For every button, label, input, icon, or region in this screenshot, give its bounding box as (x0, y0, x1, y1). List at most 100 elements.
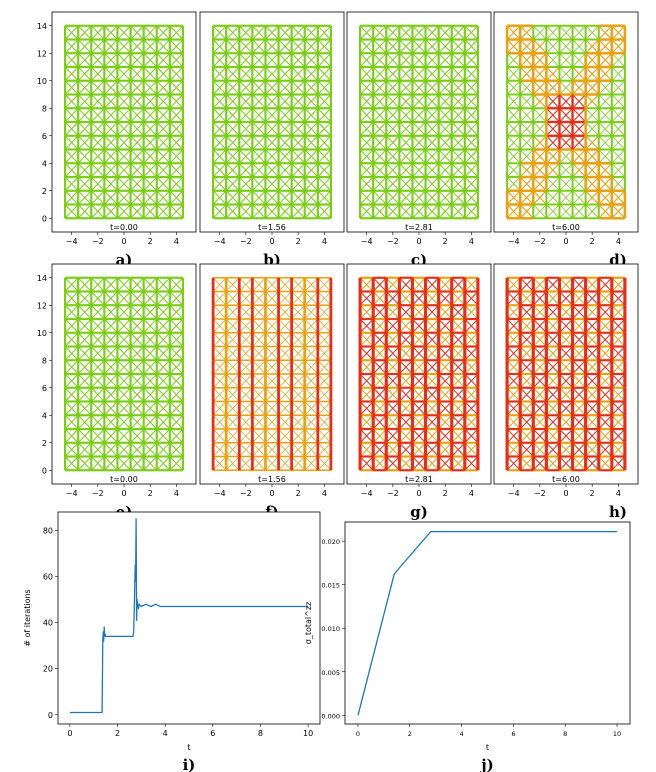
strut-diagonal (304, 387, 319, 402)
strut-diagonal (532, 39, 547, 54)
strut-diagonal (559, 94, 573, 109)
strut-diagonal (532, 401, 547, 416)
strut-diagonal (399, 401, 413, 416)
strut-diagonal (438, 204, 453, 219)
strut-diagonal (278, 162, 292, 178)
strut-diagonal (506, 387, 521, 402)
strut-diagonal (90, 428, 105, 444)
strut-diagonal (77, 80, 92, 95)
x-tick-label: −2 (387, 237, 399, 246)
strut-diagonal (532, 346, 547, 361)
strut-diagonal (399, 121, 413, 137)
strut-diagonal (572, 428, 586, 444)
strut-diagonal (278, 176, 292, 192)
strut-diagonal (265, 94, 279, 109)
strut-diagonal (598, 107, 613, 123)
strut-diagonal (385, 359, 400, 375)
strut-diagonal (519, 456, 534, 471)
strut-diagonal (438, 304, 453, 320)
strut-diagonal (585, 387, 600, 402)
strut-diagonal (304, 176, 319, 192)
strut-diagonal (278, 52, 292, 68)
strut-diagonal (572, 373, 586, 389)
strut-diagonal (611, 373, 626, 389)
strut-diagonal (265, 401, 279, 416)
strut-diagonal (238, 190, 253, 205)
strut-diagonal (372, 190, 387, 205)
time-label: t=0.00 (110, 475, 138, 484)
x-tick-label: 4 (616, 489, 621, 498)
x-tick-label: 0 (416, 489, 421, 498)
strut-diagonal (169, 456, 184, 471)
y-tick-label: 0.020 (321, 538, 340, 546)
strut-diagonal (506, 52, 521, 68)
strut-diagonal (278, 428, 292, 444)
strut-diagonal (317, 373, 332, 389)
lattice-struts (358, 24, 480, 220)
strut-diagonal (585, 414, 600, 430)
strut-diagonal (611, 442, 626, 457)
strut-diagonal (156, 52, 171, 68)
strut-diagonal (104, 66, 118, 82)
strut-diagonal (130, 442, 144, 457)
y-tick-label: 8 (42, 356, 47, 365)
strut-diagonal (104, 25, 118, 40)
strut-diagonal (304, 456, 319, 471)
strut-diagonal (117, 442, 131, 457)
strut-diagonal (225, 332, 240, 347)
strut-diagonal (464, 204, 479, 219)
strut-diagonal (169, 387, 184, 402)
strut-diagonal (412, 346, 426, 361)
strut-diagonal (304, 121, 319, 137)
strut-diagonal (425, 414, 439, 430)
strut-diagonal (546, 387, 560, 402)
strut-diagonal (372, 204, 387, 219)
strut-diagonal (598, 332, 613, 347)
strut-diagonal (130, 304, 144, 320)
strut-diagonal (130, 359, 144, 375)
strut-diagonal (304, 414, 319, 430)
strut-diagonal (225, 414, 240, 430)
strut-diagonal (64, 359, 79, 375)
strut-diagonal (64, 80, 79, 95)
strut-diagonal (464, 401, 479, 416)
strut-diagonal (212, 52, 227, 68)
strut-diagonal (559, 135, 573, 150)
strut-diagonal (546, 428, 560, 444)
strut-diagonal (212, 414, 227, 430)
strut-diagonal (117, 176, 131, 192)
strut-diagonal (225, 135, 240, 150)
strut-diagonal (77, 332, 92, 347)
strut-diagonal (559, 162, 573, 178)
strut-diagonal (278, 94, 292, 109)
strut-diagonal (519, 277, 534, 292)
strut-diagonal (359, 456, 374, 471)
strut-diagonal (238, 359, 253, 375)
strut-diagonal (156, 401, 171, 416)
x-tick-label: 4 (469, 237, 474, 246)
strut-diagonal (559, 401, 573, 416)
x-tick-label: 0 (563, 237, 568, 246)
strut-diagonal (585, 277, 600, 292)
strut-diagonal (90, 190, 105, 205)
strut-diagonal (506, 277, 521, 292)
strut-diagonal (412, 359, 426, 375)
strut-diagonal (291, 373, 306, 389)
x-tick-label: 4 (460, 730, 464, 738)
strut-diagonal (156, 190, 171, 205)
strut-diagonal (130, 149, 144, 164)
strut-diagonal (156, 359, 171, 375)
strut-diagonal (252, 401, 266, 416)
strut-diagonal (104, 80, 118, 95)
strut-diagonal (532, 204, 547, 219)
strut-diagonal (212, 25, 227, 40)
strut-diagonal (169, 277, 184, 292)
strut-diagonal (399, 346, 413, 361)
strut-diagonal (532, 332, 547, 347)
time-label: t=1.56 (258, 223, 286, 232)
y-tick-label: 6 (42, 384, 47, 393)
strut-diagonal (385, 121, 400, 137)
strut-diagonal (225, 176, 240, 192)
strut-diagonal (372, 359, 387, 375)
strut-diagonal (169, 401, 184, 416)
